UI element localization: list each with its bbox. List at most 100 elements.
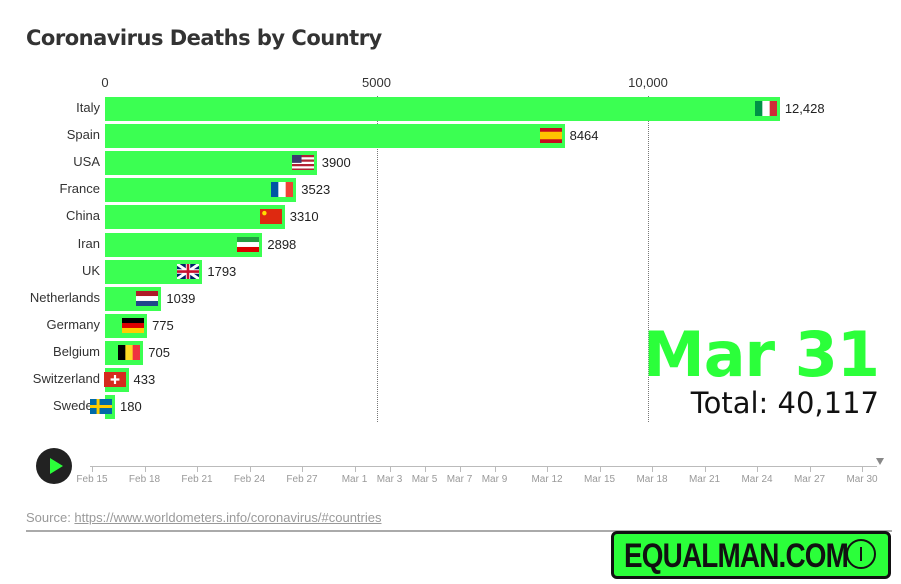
bar <box>105 151 317 176</box>
value-label: 775 <box>152 317 174 333</box>
x-tick-label: 10,000 <box>628 75 668 90</box>
timeline-tick <box>547 466 548 472</box>
timeline-label: Mar 21 <box>688 474 721 485</box>
bar <box>105 205 285 230</box>
category-label: Sweden <box>53 398 100 414</box>
source-note: Source: https://www.worldometers.info/co… <box>26 510 382 525</box>
timeline-label: Mar 30 <box>846 474 878 485</box>
uk-flag-icon <box>176 262 201 280</box>
timeline-label: Mar 24 <box>741 474 773 485</box>
bar-row: France 3523 <box>0 178 901 203</box>
bar <box>105 178 297 203</box>
value-label: 180 <box>120 399 142 415</box>
timeline-tick <box>862 466 863 472</box>
date-label: Mar 31 <box>643 318 880 391</box>
bar <box>105 232 263 257</box>
x-tick-label: 0 <box>101 75 109 90</box>
timeline-label: Mar 15 <box>583 474 616 485</box>
category-label: France <box>59 181 100 197</box>
timeline-slider[interactable] <box>90 466 877 467</box>
netherlands-flag-icon <box>136 290 159 306</box>
timeline-label: Feb 27 <box>286 474 318 485</box>
bar-row: Spain 8464 <box>0 124 901 149</box>
value-label: 12,428 <box>784 101 825 116</box>
source-prefix: Source: <box>26 510 75 525</box>
source-link[interactable]: https://www.worldometers.info/coronaviru… <box>74 510 382 525</box>
x-tick-label: 5000 <box>362 75 391 90</box>
china-flag-icon <box>259 209 282 225</box>
value-label: 3523 <box>301 182 331 198</box>
category-label: Spain <box>66 127 100 143</box>
category-label: Switzerland <box>32 371 100 386</box>
equalman-logo: EQUALMAN.COM <box>611 531 891 579</box>
france-flag-icon <box>271 182 294 198</box>
gridline <box>376 96 378 422</box>
sweden-flag-icon <box>90 399 112 415</box>
bar-row: Switzerland 433 <box>0 368 901 392</box>
timeline-label: Mar 1 <box>341 474 368 485</box>
timeline-tick <box>424 466 426 472</box>
category-label: Iran <box>77 235 100 251</box>
timeline-label: Feb 24 <box>233 474 266 485</box>
timeline-tick <box>599 466 601 472</box>
timeline-tick <box>354 466 356 472</box>
spain-flag-icon <box>539 128 562 144</box>
timeline-label: Feb 21 <box>181 474 213 485</box>
value-label: 1793 <box>207 263 237 279</box>
usa-flag-icon <box>291 155 314 171</box>
value-label: 1039 <box>166 290 196 306</box>
timeline-label: Mar 9 <box>481 474 508 485</box>
category-label: Netherlands <box>29 289 100 305</box>
timeline-tick <box>459 466 461 472</box>
chart-title: Coronavirus Deaths by Country <box>26 26 382 50</box>
value-label: 8464 <box>569 128 599 144</box>
logo-text: EQUALMAN.COM <box>624 537 849 575</box>
value-label: 3310 <box>289 209 319 225</box>
bar-row: Italy 12,428 <box>0 97 901 121</box>
power-icon <box>846 539 876 569</box>
value-label: 2898 <box>267 236 297 252</box>
bar-row: Germany 775 <box>0 313 901 338</box>
timeline-label: Mar 12 <box>531 474 563 485</box>
total-label: Total: 40,117 <box>690 386 879 420</box>
timeline-handle[interactable] <box>875 458 884 465</box>
play-button[interactable] <box>36 448 72 484</box>
value-label: 3900 <box>321 155 351 171</box>
iran-flag-icon <box>237 236 260 252</box>
category-label: Germany <box>46 316 100 332</box>
timeline-label: Mar 5 <box>411 474 438 485</box>
timeline-tick <box>197 466 198 472</box>
timeline-label: Feb 18 <box>128 474 161 485</box>
bar-chart: 0 5000 10,000 Italy 12,428 Spain 8464 USA 3900 Fr… <box>0 75 901 422</box>
bar <box>105 97 780 121</box>
bar-row: Belgium 705 <box>0 340 901 365</box>
timeline-tick <box>302 466 303 472</box>
bar-row: China 3310 <box>0 205 901 230</box>
bar <box>105 124 565 149</box>
category-label: USA <box>73 154 100 170</box>
timeline-label: Mar 7 <box>446 474 473 485</box>
category-label: Belgium <box>53 343 100 359</box>
category-label: Italy <box>76 100 100 115</box>
value-label: 705 <box>148 344 170 360</box>
divider <box>26 530 892 532</box>
timeline-label: Mar 18 <box>636 474 668 485</box>
timeline-tick <box>389 466 391 472</box>
value-label: 433 <box>133 372 156 387</box>
bar-row: Sweden 180 <box>0 395 901 420</box>
category-label: China <box>66 208 100 224</box>
timeline-label: Feb 15 <box>76 474 108 485</box>
category-label: UK <box>81 262 100 278</box>
belgium-flag-icon <box>118 344 141 360</box>
timeline-tick <box>652 466 653 472</box>
timeline-tick <box>92 466 93 472</box>
timeline-tick <box>704 466 706 472</box>
bar-row: USA 3900 <box>0 151 901 176</box>
bar-row: Iran 2898 <box>0 232 901 257</box>
timeline-tick <box>249 466 251 472</box>
italy-flag-icon <box>754 101 777 116</box>
timeline-tick <box>494 466 496 472</box>
timeline-tick <box>144 466 146 472</box>
timeline-label: Mar 27 <box>793 474 826 485</box>
germany-flag-icon <box>122 317 145 333</box>
